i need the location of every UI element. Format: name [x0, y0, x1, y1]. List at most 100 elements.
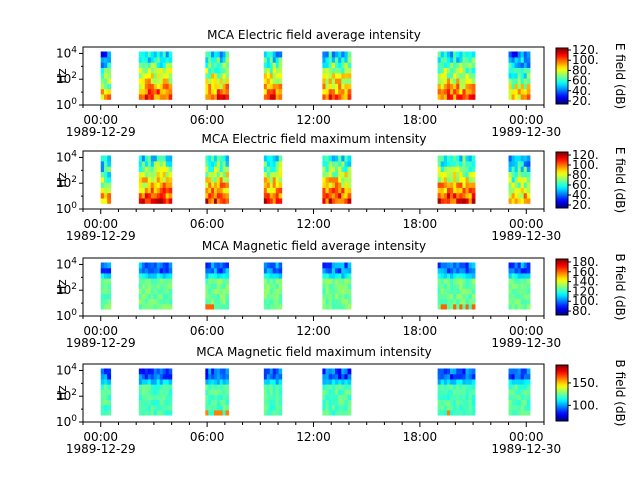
spectrogram-cell: [468, 383, 473, 390]
spectrogram-cell: [344, 298, 349, 305]
spectrogram-cell: [462, 160, 467, 167]
spectrogram-cell: [162, 93, 167, 100]
panel-3: MCA Magnetic field average intensity1001…: [55, 239, 627, 350]
spectrogram-cell: [141, 78, 146, 84]
spectrogram-cell: [526, 160, 531, 167]
spectrogram-cell: [341, 293, 346, 300]
spectrogram-cell: [144, 78, 149, 84]
spectrogram-cell: [508, 267, 513, 274]
spectrogram-cell: [456, 298, 460, 305]
spectrogram-cell: [462, 368, 467, 375]
spectrogram-cell: [514, 404, 519, 411]
y-tick-label: 100: [56, 308, 77, 323]
spectrogram-cell: [103, 404, 108, 411]
spectrogram-cell: [517, 368, 522, 375]
spectrogram-cell: [347, 383, 352, 390]
spectrogram-cell: [341, 166, 346, 173]
spectrogram-cell: [225, 283, 229, 289]
spectrogram-cell: [325, 277, 330, 284]
spectrogram-cell: [446, 155, 451, 162]
spectrogram-cell: [153, 283, 158, 289]
spectrogram-cell: [338, 88, 342, 95]
spectrogram-cell: [138, 160, 143, 167]
spectrogram-cell: [205, 283, 209, 289]
spectrogram-cell: [453, 283, 457, 289]
spectrogram-cell: [141, 298, 146, 305]
spectrogram-cell: [219, 368, 224, 375]
spectrogram-cell: [222, 182, 227, 188]
spectrogram-cell: [347, 51, 352, 58]
spectrogram-cell: [465, 378, 470, 385]
spectrogram-cell: [450, 272, 454, 279]
spectrogram-cell: [225, 383, 229, 390]
spectrogram-cell: [520, 383, 525, 390]
spectrogram-cell: [514, 166, 519, 173]
spectrogram-cell: [471, 298, 476, 305]
spectrogram-cell: [526, 78, 531, 84]
spectrogram-cell: [331, 182, 336, 188]
spectrogram-cell: [517, 394, 522, 401]
spectrogram-cell: [462, 93, 467, 100]
spectrogram-cell: [334, 67, 339, 74]
spectrogram-cell: [278, 298, 283, 305]
spectrogram-cell: [159, 171, 164, 178]
spectrogram-cell: [456, 171, 460, 178]
spectrogram-cell: [526, 56, 531, 63]
spectrogram-cell: [222, 78, 227, 84]
spectrogram-cell: [222, 404, 227, 411]
spectrogram-cell: [275, 197, 280, 204]
spectrogram-cell: [272, 383, 277, 390]
spectrogram-cell: [325, 409, 330, 416]
spectrogram-cell: [205, 272, 209, 279]
spectrogram-cell: [322, 373, 327, 380]
spectrogram-cell: [453, 277, 457, 284]
spectrogram-cell: [144, 51, 149, 58]
spectrogram-cell: [150, 272, 155, 279]
x-tick-label: 00:00: [83, 430, 118, 444]
spectrogram-cell: [168, 293, 173, 300]
spectrogram-cell: [219, 389, 224, 395]
spectrogram-cell: [269, 93, 274, 100]
spectrogram-cell: [269, 166, 274, 173]
spectrogram-cell: [275, 62, 280, 69]
spectrogram-cell: [275, 303, 280, 310]
spectrogram-cell: [446, 51, 451, 58]
spectrogram-cell: [325, 288, 330, 295]
spectrogram-cell: [514, 389, 519, 395]
colorbar-tick-label: 120.: [572, 284, 599, 298]
spectrogram-cell: [456, 404, 460, 411]
spectrogram-cell: [341, 78, 346, 84]
spectrogram-cell: [219, 293, 224, 300]
spectrogram-cell: [266, 373, 271, 380]
spectrogram-cell: [453, 78, 457, 84]
spectrogram-cell: [138, 373, 143, 380]
spectrogram-cell: [208, 83, 212, 90]
spectrogram-cell: [269, 267, 274, 274]
spectrogram-cell: [468, 303, 473, 310]
spectrogram-cell: [517, 72, 522, 79]
x-start-date: 1989-12-29: [66, 336, 136, 350]
spectrogram-cell: [508, 262, 513, 269]
spectrogram-cell: [341, 197, 346, 204]
spectrogram-cell: [517, 192, 522, 199]
spectrogram-cell: [222, 283, 227, 289]
colorbar: [555, 47, 569, 105]
spectrogram-cell: [328, 283, 333, 289]
spectrogram-cell: [334, 187, 339, 194]
spectrogram-cell: [156, 409, 161, 416]
spectrogram-cell: [225, 378, 229, 385]
spectrogram-cell: [275, 83, 280, 90]
spectrogram-cell: [278, 171, 283, 178]
spectrogram-cell: [219, 67, 224, 74]
spectrogram-cell: [159, 160, 164, 167]
spectrogram-cell: [526, 283, 531, 289]
spectrogram-cell: [341, 192, 346, 199]
spectrogram-cell: [219, 62, 224, 69]
spectrogram-cell: [205, 72, 209, 79]
spectrogram-cell: [456, 166, 460, 173]
spectrogram-cell: [511, 171, 516, 178]
spectrogram-cell: [144, 72, 149, 79]
y-axis-label: Hz: [55, 385, 69, 400]
spectrogram-cell: [100, 389, 105, 395]
spectrogram-cell: [462, 171, 467, 178]
